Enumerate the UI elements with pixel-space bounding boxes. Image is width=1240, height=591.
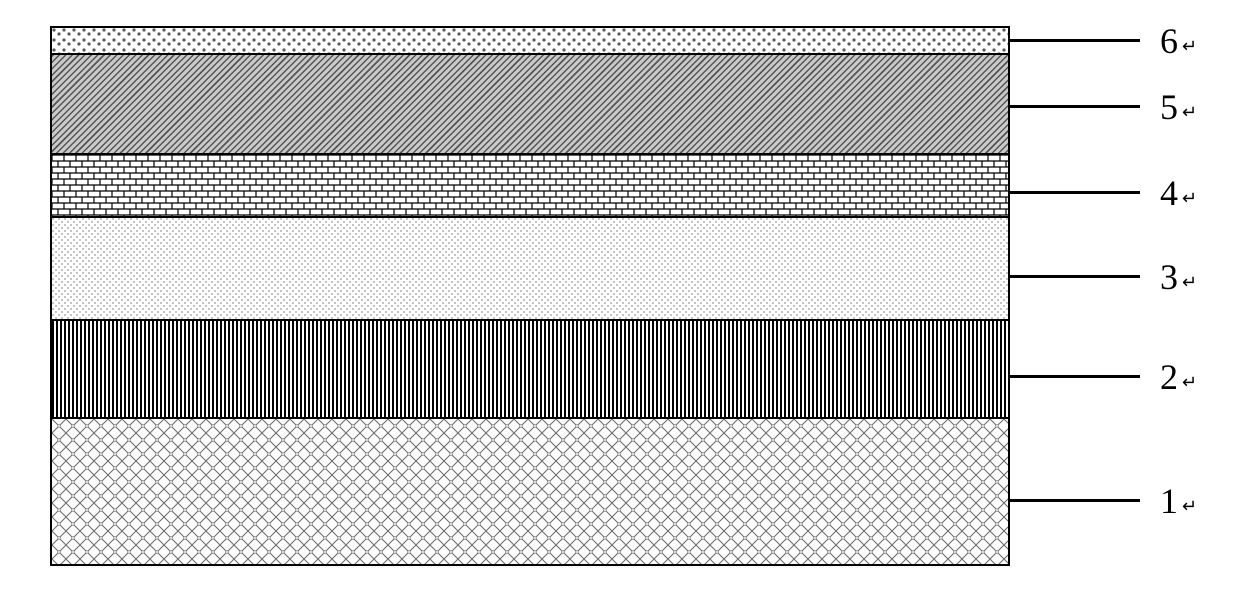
layer-3 bbox=[52, 216, 1008, 319]
layer-label: 6 bbox=[1160, 20, 1178, 62]
layer-5 bbox=[52, 53, 1008, 152]
return-glyph: ↵ bbox=[1182, 188, 1197, 209]
label-row-5: 5↵ bbox=[1010, 86, 1197, 128]
leader-line bbox=[1010, 499, 1140, 502]
label-row-6: 6↵ bbox=[1010, 20, 1197, 62]
layer-stack bbox=[50, 26, 1010, 566]
label-row-2: 2↵ bbox=[1010, 356, 1197, 398]
label-column: 1↵2↵3↵4↵5↵6↵ bbox=[1010, 26, 1190, 566]
layer-2 bbox=[52, 319, 1008, 416]
label-row-1: 1↵ bbox=[1010, 480, 1197, 522]
leader-line bbox=[1010, 191, 1140, 194]
return-glyph: ↵ bbox=[1182, 372, 1197, 393]
return-glyph: ↵ bbox=[1182, 36, 1197, 57]
layer-diagram: 1↵2↵3↵4↵5↵6↵ bbox=[40, 16, 1200, 576]
leader-line bbox=[1010, 105, 1140, 108]
layer-label: 2 bbox=[1160, 356, 1178, 398]
layer-label: 1 bbox=[1160, 480, 1178, 522]
layer-label: 4 bbox=[1160, 172, 1178, 214]
leader-line bbox=[1010, 375, 1140, 378]
layer-4 bbox=[52, 153, 1008, 217]
leader-line bbox=[1010, 39, 1140, 42]
layer-label: 3 bbox=[1160, 256, 1178, 298]
leader-line bbox=[1010, 275, 1140, 278]
return-glyph: ↵ bbox=[1182, 102, 1197, 123]
layer-label: 5 bbox=[1160, 86, 1178, 128]
layer-6 bbox=[52, 28, 1008, 54]
label-row-3: 3↵ bbox=[1010, 256, 1197, 298]
label-row-4: 4↵ bbox=[1010, 172, 1197, 214]
return-glyph: ↵ bbox=[1182, 272, 1197, 293]
layer-1 bbox=[52, 417, 1008, 564]
return-glyph: ↵ bbox=[1182, 496, 1197, 517]
